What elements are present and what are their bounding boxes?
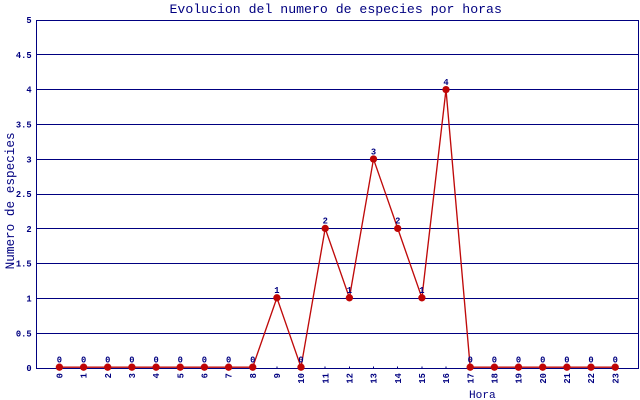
svg-text:0: 0 xyxy=(153,356,158,366)
svg-text:2: 2 xyxy=(395,217,400,227)
svg-text:11: 11 xyxy=(321,373,331,384)
svg-text:0: 0 xyxy=(57,356,62,366)
svg-text:5: 5 xyxy=(176,373,186,378)
svg-text:0: 0 xyxy=(105,356,110,366)
svg-text:0: 0 xyxy=(226,356,231,366)
svg-text:3: 3 xyxy=(26,155,31,165)
svg-text:0: 0 xyxy=(81,356,86,366)
svg-text:0: 0 xyxy=(298,356,303,366)
svg-text:12: 12 xyxy=(346,373,356,384)
svg-text:4: 4 xyxy=(443,78,448,88)
svg-text:22: 22 xyxy=(587,373,597,384)
svg-text:0: 0 xyxy=(202,356,207,366)
svg-text:9: 9 xyxy=(273,373,283,378)
svg-text:3: 3 xyxy=(128,373,138,378)
svg-text:0: 0 xyxy=(613,356,618,366)
svg-text:4: 4 xyxy=(26,86,31,96)
svg-text:2: 2 xyxy=(104,373,114,378)
svg-text:4: 4 xyxy=(152,373,162,378)
svg-text:3: 3 xyxy=(371,147,376,157)
svg-text:Numero de especies: Numero de especies xyxy=(3,132,18,269)
svg-text:0: 0 xyxy=(26,364,31,374)
svg-text:5: 5 xyxy=(26,16,31,26)
svg-text:0: 0 xyxy=(56,373,66,378)
svg-text:4.5: 4.5 xyxy=(16,51,32,61)
svg-text:0: 0 xyxy=(250,356,255,366)
svg-text:0: 0 xyxy=(178,356,183,366)
svg-text:15: 15 xyxy=(418,373,428,384)
svg-text:18: 18 xyxy=(491,373,501,384)
svg-text:0: 0 xyxy=(588,356,593,366)
svg-text:0: 0 xyxy=(492,356,497,366)
svg-text:Evolucion del numero de especi: Evolucion del numero de especies por hor… xyxy=(170,2,502,17)
svg-text:13: 13 xyxy=(370,373,380,384)
svg-text:16: 16 xyxy=(442,373,452,384)
svg-text:20: 20 xyxy=(539,373,549,384)
svg-text:14: 14 xyxy=(394,373,404,384)
svg-text:6: 6 xyxy=(201,373,211,378)
svg-text:8: 8 xyxy=(249,373,259,378)
svg-text:21: 21 xyxy=(563,373,573,384)
svg-text:2.5: 2.5 xyxy=(16,190,32,200)
svg-text:2: 2 xyxy=(323,217,328,227)
svg-text:7: 7 xyxy=(225,373,235,378)
svg-text:23: 23 xyxy=(611,373,621,384)
svg-text:0.5: 0.5 xyxy=(16,329,32,339)
svg-text:Hora: Hora xyxy=(469,390,496,400)
svg-text:1: 1 xyxy=(80,373,90,378)
svg-text:2: 2 xyxy=(26,225,31,235)
svg-text:0: 0 xyxy=(516,356,521,366)
svg-text:1: 1 xyxy=(347,286,352,296)
svg-text:1.5: 1.5 xyxy=(16,260,32,270)
svg-text:1: 1 xyxy=(274,286,279,296)
svg-text:3.5: 3.5 xyxy=(16,121,32,131)
svg-text:0: 0 xyxy=(468,356,473,366)
svg-text:19: 19 xyxy=(515,373,525,384)
svg-text:0: 0 xyxy=(564,356,569,366)
svg-text:1: 1 xyxy=(26,295,31,305)
svg-text:0: 0 xyxy=(129,356,134,366)
svg-text:0: 0 xyxy=(540,356,545,366)
svg-text:1: 1 xyxy=(419,286,424,296)
svg-text:17: 17 xyxy=(466,373,476,384)
svg-text:10: 10 xyxy=(297,373,307,384)
